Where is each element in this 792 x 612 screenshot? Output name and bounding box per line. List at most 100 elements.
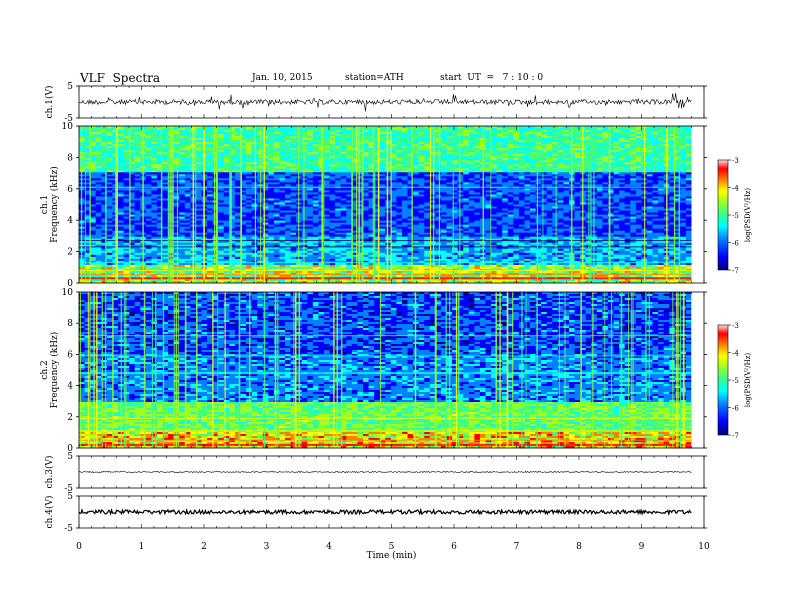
spectrogram-cell <box>90 168 97 171</box>
spectrogram-cell <box>513 148 520 151</box>
spectrogram-cell <box>440 162 447 165</box>
spectrogram-cell <box>351 178 358 181</box>
spectrogram-cell <box>630 176 637 179</box>
spectrogram-cell <box>374 148 381 151</box>
spectrogram-cell <box>418 148 425 151</box>
spectrogram-cell <box>123 200 130 203</box>
spectrogram-cell <box>401 174 408 177</box>
spectrogram-cell <box>624 190 631 193</box>
spectrogram-cell <box>374 180 381 183</box>
spectrogram-cell <box>418 190 425 193</box>
spectrogram-cell <box>552 202 559 205</box>
spectrogram-cell <box>273 194 280 197</box>
spectrogram-cell <box>435 128 442 131</box>
spectrogram-cell <box>145 212 152 215</box>
spectrogram-cell <box>123 212 130 215</box>
spectrogram-cell <box>496 182 503 185</box>
spectrogram-cell <box>156 146 163 149</box>
spectrogram-cell <box>218 148 225 151</box>
spectrogram-cell <box>435 208 442 211</box>
spectrogram-cell <box>474 132 481 135</box>
spectrogram-cell <box>429 148 436 151</box>
spectrogram-cell <box>279 180 286 183</box>
spectrogram-cell <box>251 164 258 167</box>
spectrogram-cell <box>123 138 130 141</box>
spectrogram-cell <box>518 190 525 193</box>
spectrogram-cell <box>624 194 631 197</box>
spectrogram-cell <box>212 140 219 143</box>
spectrogram-cell <box>156 164 163 167</box>
spectrogram-cell <box>90 152 97 155</box>
spectrogram-cell <box>246 162 253 165</box>
spectrogram-cell <box>346 168 353 171</box>
spectrogram-cell <box>290 202 297 205</box>
spectrogram-cell <box>368 178 375 181</box>
spectrogram-cell <box>207 150 214 153</box>
spectrogram-cell <box>262 148 269 151</box>
spectrogram-cell <box>134 160 141 163</box>
spectrogram-cell <box>385 194 392 197</box>
spectrogram-cell <box>491 142 498 145</box>
spectrogram-cell <box>680 150 687 153</box>
spectrogram-cell <box>530 194 536 197</box>
spectrogram-cell <box>596 126 603 129</box>
spectrogram-cell <box>368 170 375 173</box>
spectrogram-cell <box>195 136 202 139</box>
spectrogram-cell <box>184 132 191 135</box>
spectrogram-cell <box>491 204 498 207</box>
spectrogram-cell <box>630 204 637 207</box>
spectrogram-cell <box>251 188 258 191</box>
spectrogram-cell <box>619 166 626 169</box>
spectrogram-cell <box>396 192 403 195</box>
spectrogram-cell <box>84 146 91 149</box>
spectrogram-cell <box>246 168 253 171</box>
spectrogram-cell <box>429 182 436 185</box>
spectrogram-cell <box>485 128 492 131</box>
spectrogram-cell <box>468 144 475 147</box>
spectrogram-cell <box>151 162 158 165</box>
spectrogram-cell <box>351 170 358 173</box>
spectrogram-cell <box>457 144 464 147</box>
spectrogram-cell <box>524 190 531 193</box>
spectrogram-cell <box>285 190 291 193</box>
spectrogram-cell <box>602 162 609 165</box>
spectrogram-cell <box>413 184 420 187</box>
spectrogram-cell <box>173 144 180 147</box>
spectrogram-cell <box>502 168 509 171</box>
spectrogram-cell <box>413 170 420 173</box>
spectrogram-cell <box>635 126 642 129</box>
spectrogram-cell <box>446 188 453 191</box>
spectrogram-cell <box>613 168 620 171</box>
spectrogram-cell <box>485 202 492 205</box>
spectrogram-cell <box>84 188 91 191</box>
spectrogram-cell <box>312 138 319 141</box>
spectrogram-cell <box>390 196 397 199</box>
spectrogram-cell <box>496 188 503 191</box>
spectrogram-cell <box>134 138 141 141</box>
spectrogram-cell <box>312 154 319 157</box>
spectrogram-cell <box>613 196 620 199</box>
spectrogram-cell <box>680 182 687 185</box>
spectrogram-cell <box>546 178 553 181</box>
spectrogram-cell <box>474 156 481 159</box>
spectrogram-cell <box>446 138 453 141</box>
spectrogram-cell <box>218 190 225 193</box>
spectrogram-cell <box>491 138 498 141</box>
spectrogram-cell <box>474 130 481 133</box>
spectrogram-cell <box>340 182 347 185</box>
spectrogram-cell <box>658 160 665 163</box>
spectrogram-cell <box>658 190 665 193</box>
spectrogram-cell <box>262 206 269 209</box>
spectrogram-cell <box>524 178 531 181</box>
spectrogram-cell <box>234 202 241 205</box>
spectrogram-cell <box>357 136 364 139</box>
spectrogram-cell <box>513 138 520 141</box>
spectrogram-cell <box>223 156 230 159</box>
spectrogram-cell <box>117 158 124 161</box>
spectrogram-cell <box>463 208 470 211</box>
spectrogram-cell <box>541 194 548 197</box>
spectrogram-cell <box>240 164 247 167</box>
spectrogram-cell <box>574 190 581 193</box>
spectrogram-cell <box>390 200 397 203</box>
spectrogram-cell <box>658 156 665 159</box>
